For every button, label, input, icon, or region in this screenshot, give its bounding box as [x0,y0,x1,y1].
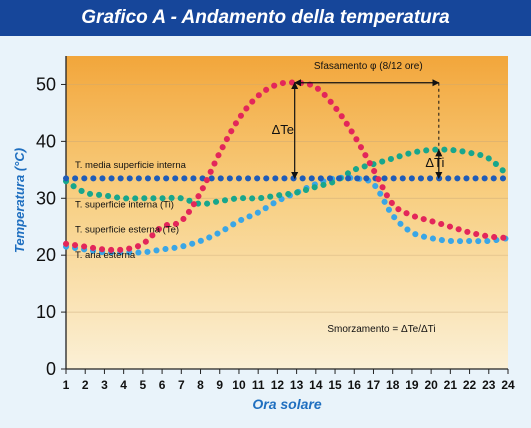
y-tick-label: 0 [46,359,56,379]
y-axis-title: Temperatura (°C) [12,148,27,253]
x-tick-label: 11 [252,378,265,392]
x-tick-label: 3 [101,378,108,392]
chart-title: Grafico A - Andamento della temperatura [81,7,450,28]
x-tick-label: 18 [386,378,400,392]
damping-label: Smorzamento = ΔTe/ΔTi [327,324,435,335]
x-tick-label: 22 [463,378,477,392]
x-tick-label: 6 [159,378,166,392]
x-axis-title: Ora solare [252,396,321,412]
title-bar: Grafico A - Andamento della temperatura [0,0,531,36]
y-tick-label: 20 [36,245,56,265]
delta-te-label: ΔTe [272,122,294,137]
labels-layer: Sfasamento φ (8/12 ore) ΔTe ΔTi Smorzamento… [75,61,445,335]
x-tick-label: 19 [405,378,419,392]
series-label-internal-surface: T. superficie interna (Ti) [75,199,174,210]
x-tick-label: 10 [232,378,246,392]
x-tick-label: 16 [348,378,362,392]
x-tick-label: 17 [367,378,381,392]
x-tick-label: 5 [140,378,147,392]
x-tick-label: 20 [424,378,438,392]
series-layer [63,79,511,256]
x-tick-label: 15 [328,378,342,392]
series-label-internal-mean: T. media superficie interna [75,160,187,171]
x-tick-label: 2 [82,378,89,392]
y-tick-label: 30 [36,188,56,208]
y-tick-label: 50 [36,74,56,94]
phase-shift-label: Sfasamento φ (8/12 ore) [314,61,423,72]
x-tick-label: 23 [482,378,496,392]
x-tick-label: 1 [63,378,70,392]
x-tick-label: 7 [178,378,185,392]
x-tick-label: 9 [216,378,223,392]
x-tick-label: 21 [444,378,458,392]
delta-ti-label: ΔTi [425,155,444,170]
series-label-external-air: T. aria esterna [75,250,136,261]
y-tick-label: 40 [36,131,56,151]
x-tick-label: 14 [309,378,323,392]
x-tick-label: 12 [271,378,285,392]
x-tick-label: 13 [290,378,304,392]
series-external-air-line [63,174,511,256]
series-label-external-surface: T. superficie esterna (Te) [75,224,179,235]
series-internal-surface-line [63,146,511,208]
x-tick-label: 24 [501,378,515,392]
x-tick-label: 8 [197,378,204,392]
series-external-surface-line [63,79,511,254]
plot-area [66,56,508,369]
x-tick-label: 4 [120,378,127,392]
annotation-layer [291,79,443,180]
y-tick-label: 10 [36,302,56,322]
